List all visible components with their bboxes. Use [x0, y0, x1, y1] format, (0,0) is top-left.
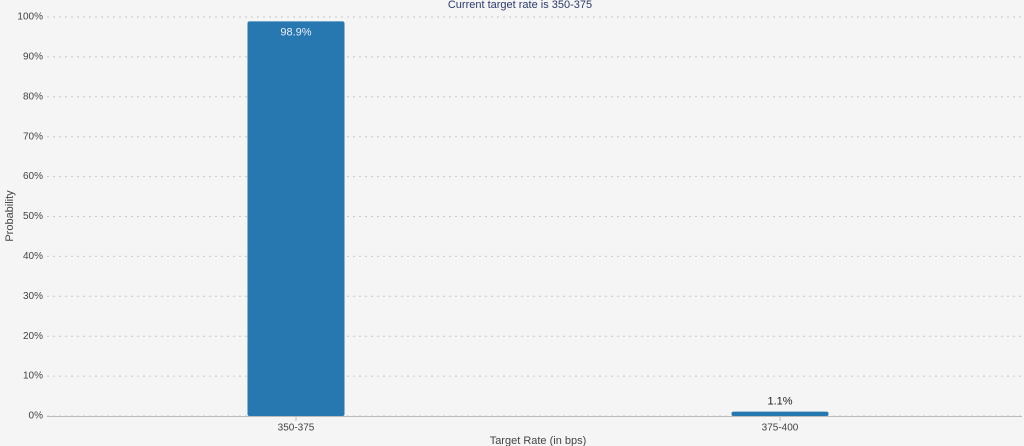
bar	[247, 21, 345, 416]
y-tick-label: 40%	[23, 251, 43, 262]
y-tick-label: 20%	[23, 331, 43, 342]
bar	[731, 411, 829, 416]
chart-title: Current target rate is 350-375	[448, 0, 592, 11]
y-axis-label: Probability	[4, 190, 16, 242]
y-tick-label: 50%	[23, 211, 43, 222]
y-tick-label: 100%	[17, 12, 43, 23]
y-tick-label: 70%	[23, 131, 43, 142]
y-tick-label: 0%	[29, 411, 44, 422]
y-tick-label: 90%	[23, 52, 43, 63]
x-axis-label: Target Rate (in bps)	[490, 435, 587, 446]
y-tick-label: 30%	[23, 291, 43, 302]
value-label: 98.9%	[280, 26, 311, 38]
x-tick-label: 350-375	[278, 423, 315, 434]
value-label: 1.1%	[767, 396, 792, 408]
y-tick-label: 60%	[23, 171, 43, 182]
y-tick-label: 10%	[23, 371, 43, 382]
y-tick-label: 80%	[23, 91, 43, 102]
x-tick-label: 375-400	[762, 423, 799, 434]
